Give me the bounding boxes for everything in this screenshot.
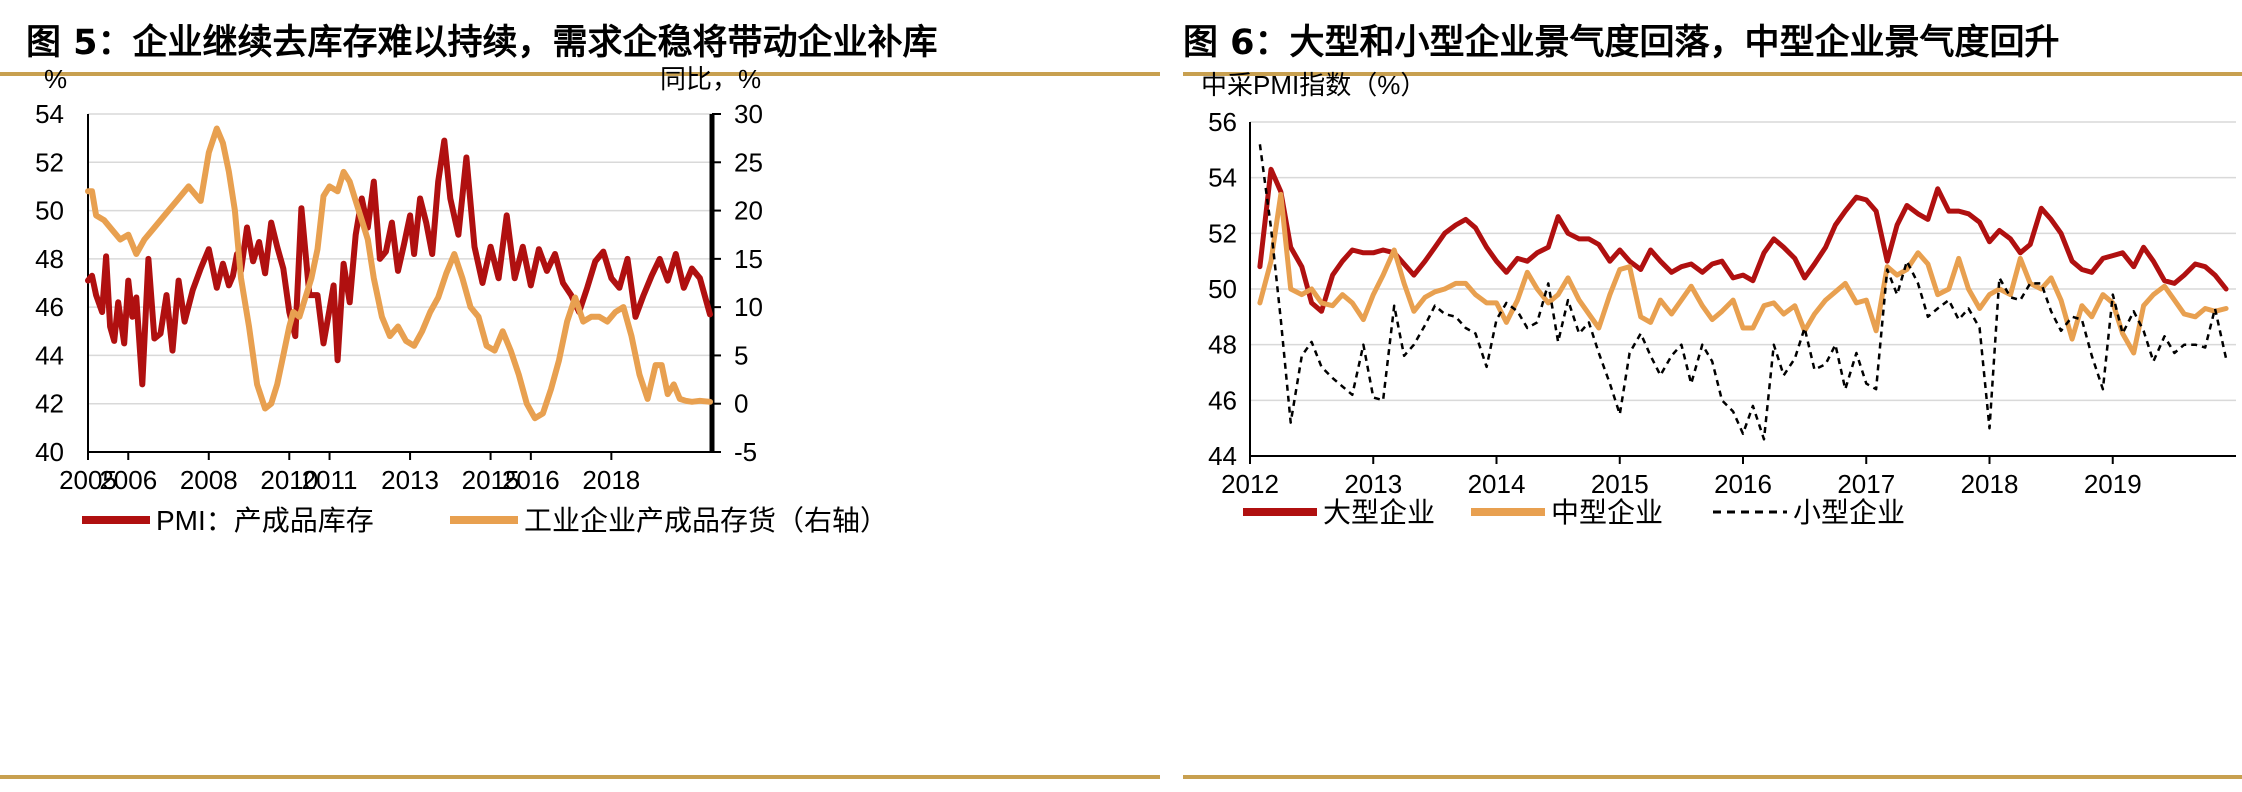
y-tick-label: 52 [1208, 218, 1237, 248]
x-tick-label: 2014 [1468, 469, 1526, 499]
y-tick-label: 46 [1208, 385, 1237, 415]
x-tick-label: 2016 [502, 465, 560, 495]
y-left-tick-label: 54 [35, 99, 64, 129]
x-tick-label: 2018 [582, 465, 640, 495]
y-left-tick-label: 42 [35, 389, 64, 419]
series-line [1257, 191, 2229, 356]
x-tick-label: 2013 [381, 465, 439, 495]
y-tick-label: 54 [1208, 163, 1237, 193]
left-bottom-rule [0, 775, 1160, 779]
y-left-tick-label: 48 [35, 244, 64, 274]
y-left-tick-label: 50 [35, 196, 64, 226]
x-tick-label: 2011 [302, 465, 358, 495]
y-axis-label: 中采PMI指数（%） [1201, 70, 1426, 100]
y-right-axis-label: 同比，% [660, 64, 761, 94]
left-chart-title: 图 5：企业继续去库存难以持续，需求企稳将带动企业补库 [26, 23, 938, 63]
y-left-tick-label: 46 [35, 292, 64, 322]
x-tick-label: 2016 [1714, 469, 1772, 499]
y-right-tick-label: 15 [734, 244, 763, 274]
y-right-tick-label: 5 [734, 340, 748, 370]
y-left-tick-label: 40 [35, 437, 64, 467]
y-right-tick-label: 0 [734, 389, 748, 419]
legend-label: 小型企业 [1793, 497, 1905, 528]
x-tick-label: 2012 [1221, 469, 1279, 499]
x-tick-label: 2015 [462, 465, 520, 495]
y-right-tick-label: 25 [734, 147, 763, 177]
x-tick-label: 2015 [1591, 469, 1649, 499]
x-tick-label: 2005 [59, 465, 117, 495]
legend-label: 中型企业 [1551, 497, 1663, 528]
legend-label: 工业企业产成品存货（右轴） [524, 505, 888, 536]
y-right-tick-label: 30 [734, 99, 763, 129]
x-tick-label: 2017 [1837, 469, 1895, 499]
right-title-rule [1183, 72, 2242, 76]
right-chart-title: 图 6：大型和小型企业景气度回落，中型企业景气度回升 [1183, 23, 2060, 63]
x-tick-label: 2008 [180, 465, 238, 495]
series-line [85, 137, 713, 388]
y-right-tick-label: 10 [734, 292, 763, 322]
series-line [1257, 166, 2229, 314]
x-tick-label: 2019 [2084, 469, 2142, 499]
legend-label: 大型企业 [1323, 497, 1435, 528]
legend-label: PMI：产成品库存 [156, 505, 374, 536]
x-tick-label: 2006 [99, 465, 157, 495]
series-line [1258, 144, 2228, 441]
left-title-rule [0, 72, 1160, 76]
y-right-tick-label: 20 [734, 196, 763, 226]
left-chart-panel: 图 5：企业继续去库存难以持续，需求企稳将带动企业补库 40 42 44 46 48 50… [0, 23, 1160, 779]
y-left-axis-label: % [44, 64, 67, 94]
y-left-tick-label: 52 [35, 147, 64, 177]
right-bottom-rule [1183, 775, 2242, 779]
y-left-tick-label: 44 [35, 340, 64, 370]
x-tick-label: 2010 [260, 465, 318, 495]
x-tick-label: 2013 [1344, 469, 1402, 499]
y-tick-label: 48 [1208, 330, 1237, 360]
y-tick-label: 44 [1208, 441, 1237, 471]
right-chart-svg: 44 46 48 50 52 54 56 中采PMI指数（%） 2012 2013 2014 2015… [1201, 70, 2236, 528]
y-tick-label: 56 [1208, 107, 1237, 137]
y-tick-label: 50 [1208, 274, 1237, 304]
y-right-tick-label: -5 [734, 437, 757, 467]
x-tick-label: 2018 [1961, 469, 2019, 499]
series-line [85, 125, 713, 422]
right-chart-panel: 图 6：大型和小型企业景气度回落，中型企业景气度回升 44 46 48 50 52 54 5… [1183, 0, 2242, 792]
